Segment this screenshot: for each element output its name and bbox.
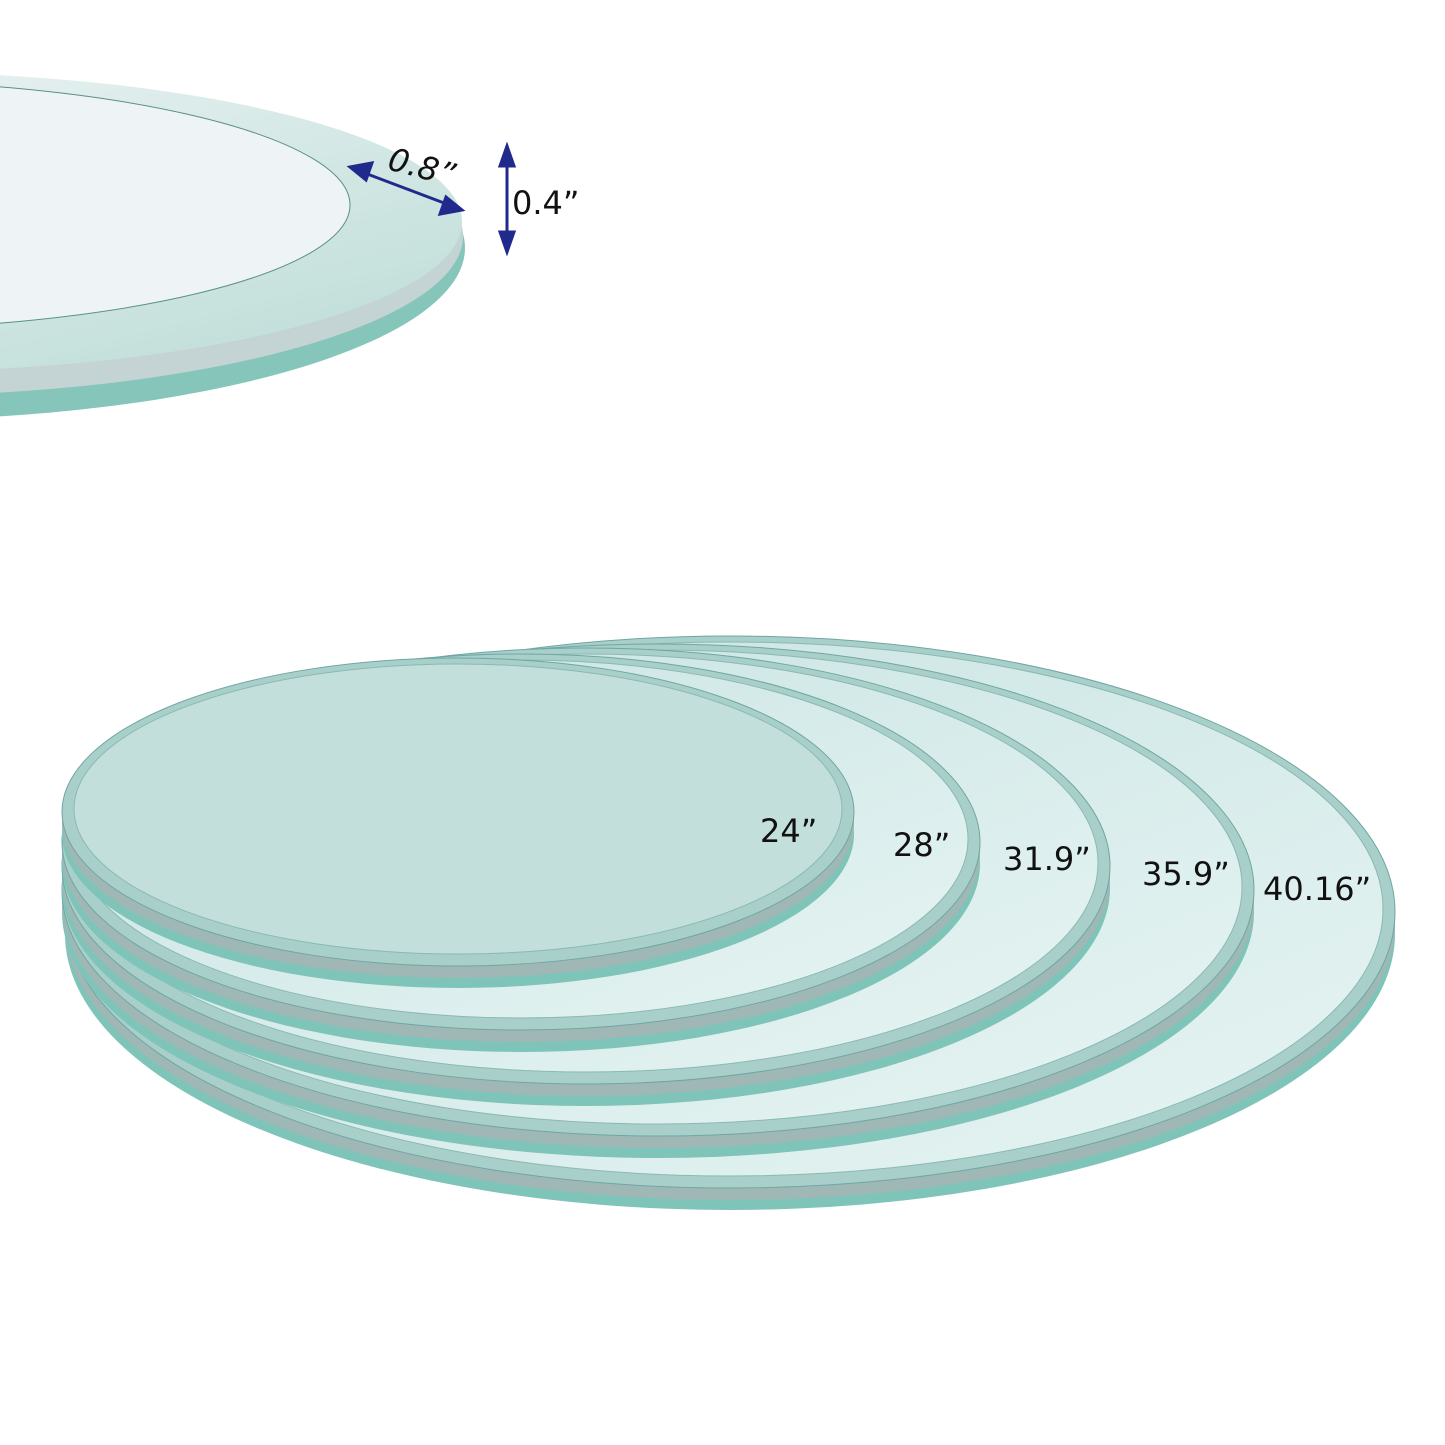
glass-disc-24	[61, 657, 855, 988]
size-label-40-16: 40.16”	[1263, 870, 1372, 908]
size-label-31-9: 31.9”	[1003, 840, 1091, 878]
size-label-28: 28”	[893, 826, 951, 864]
size-label-35-9: 35.9”	[1142, 855, 1230, 893]
size-label-24: 24”	[760, 812, 818, 850]
thickness-arrow	[497, 141, 517, 257]
thickness-label: 0.4”	[512, 184, 580, 222]
bevel-width-arrow	[346, 161, 466, 216]
edge-detail-closeup	[0, 75, 465, 417]
